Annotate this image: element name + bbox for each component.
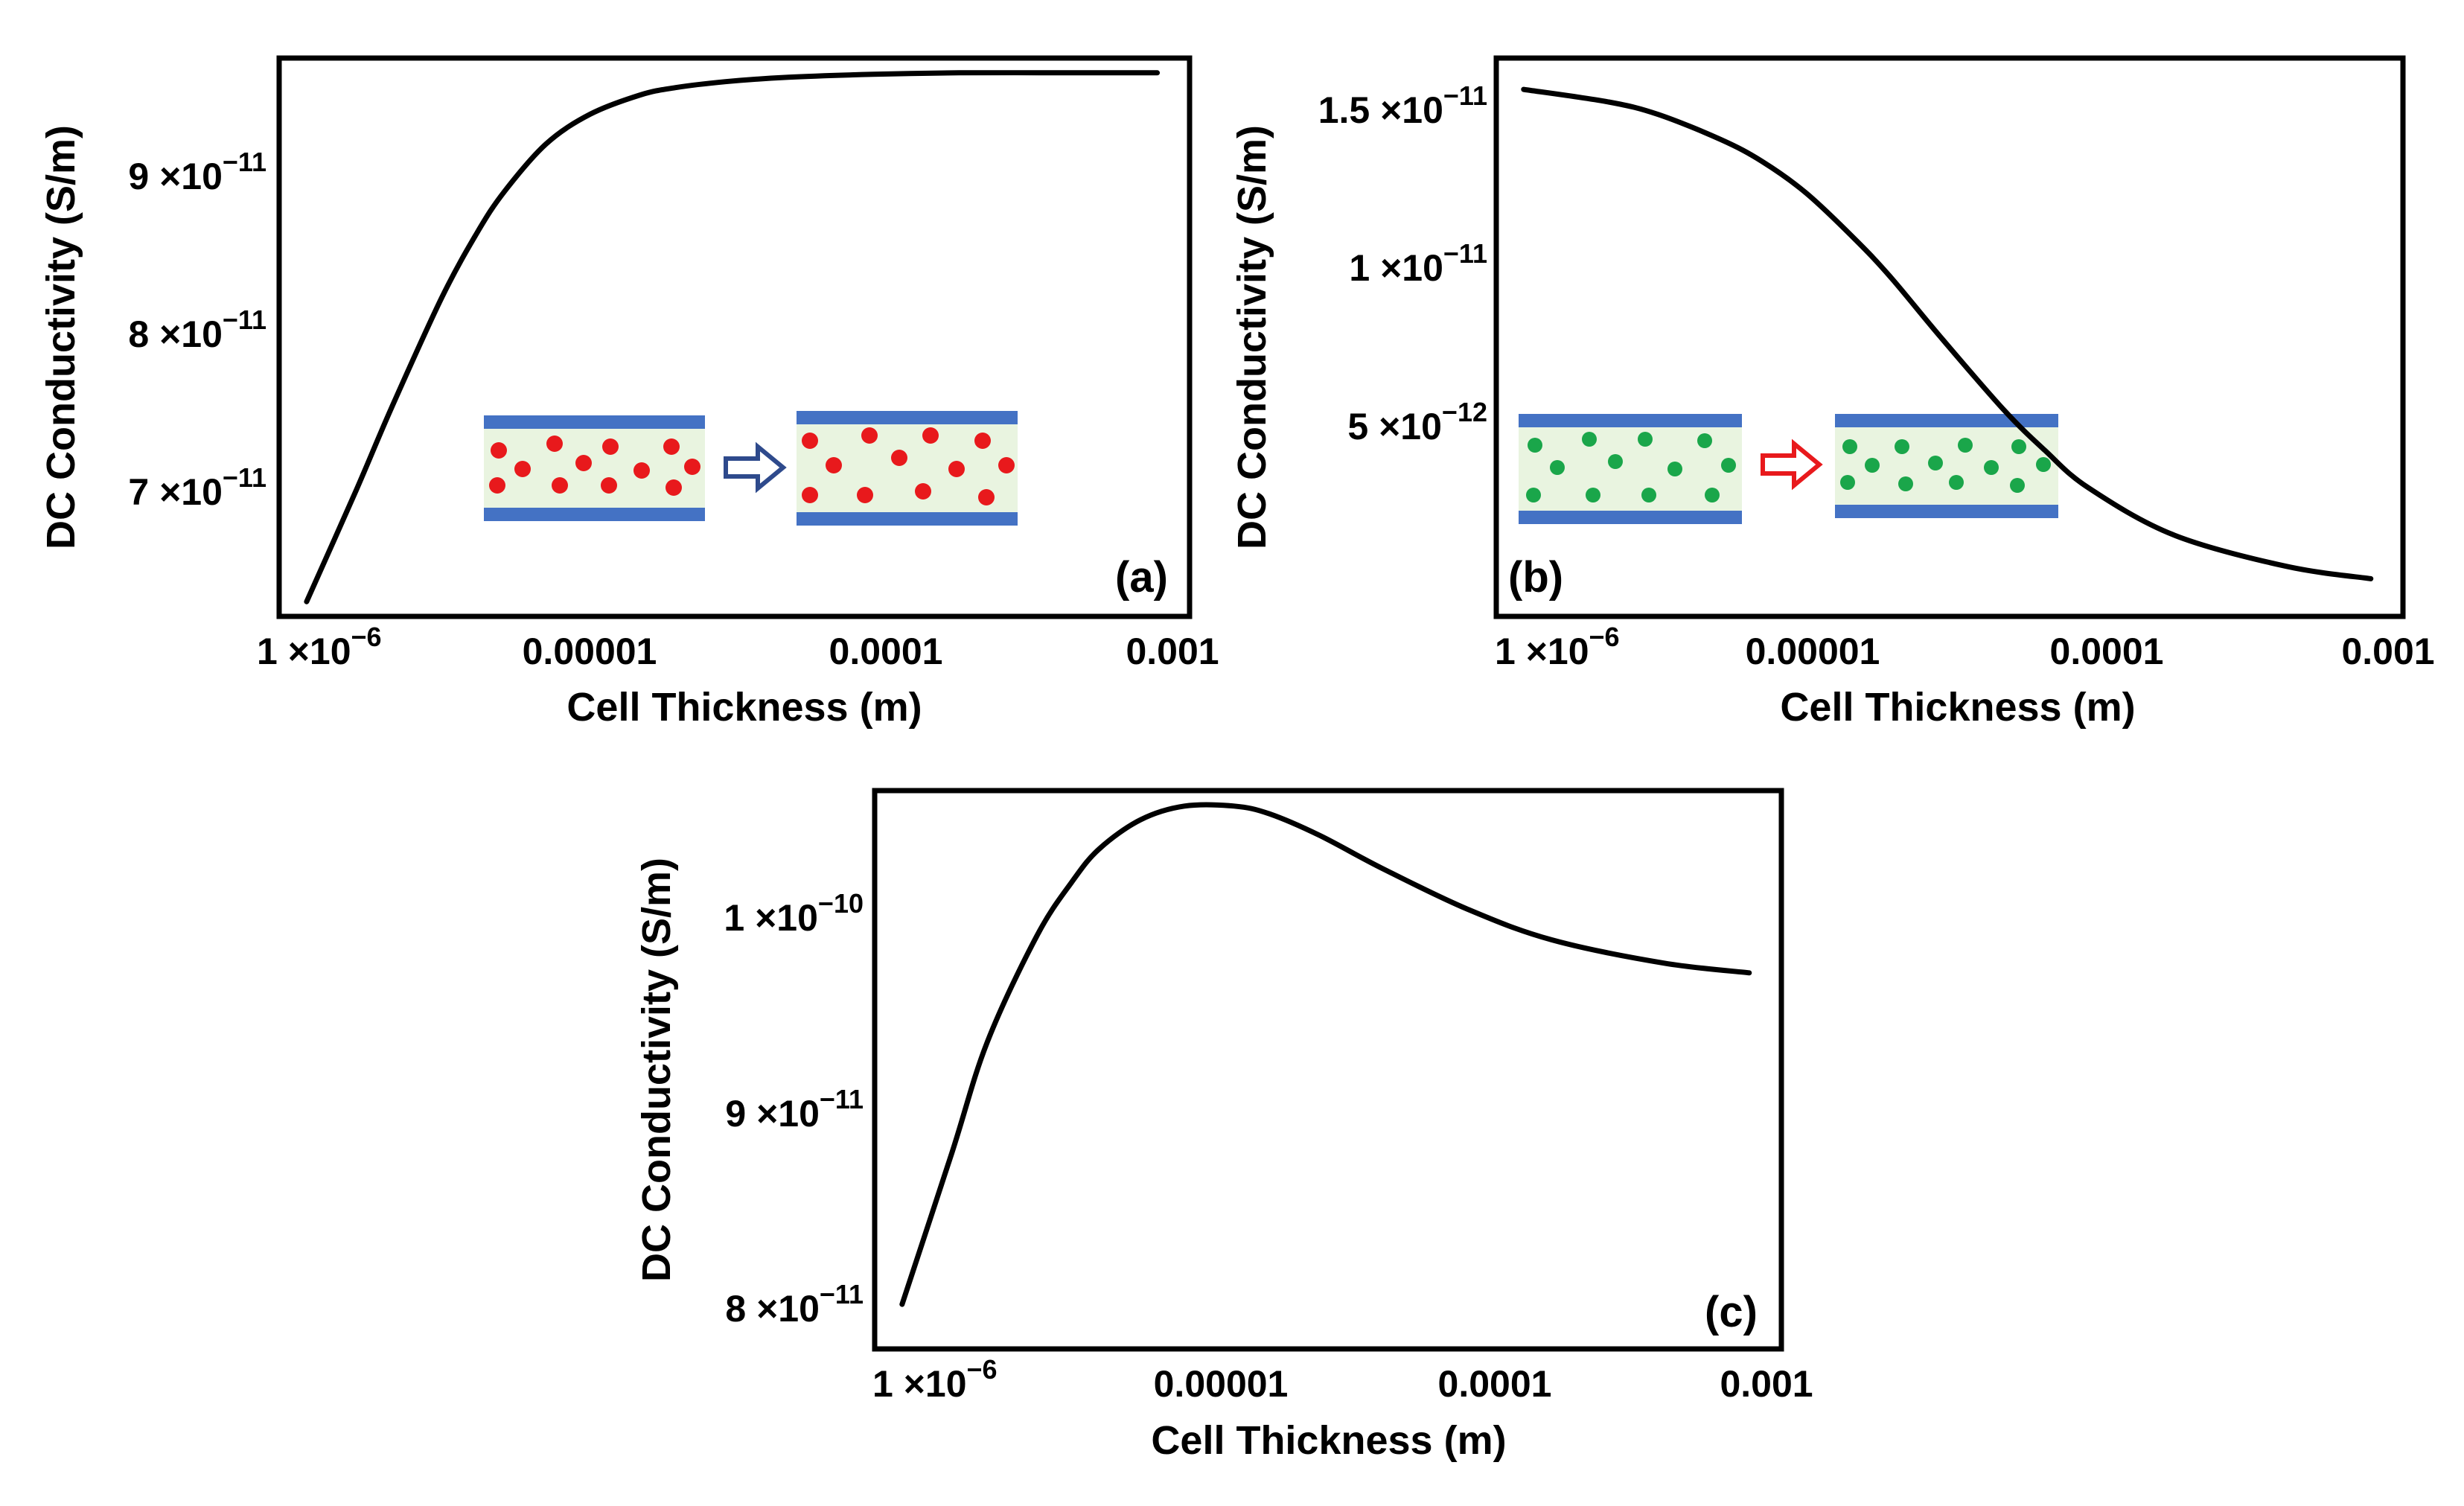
x-tick-exponent: −6 xyxy=(1589,622,1620,652)
y-tick-label-c-1e-10: 1 ×10−10 xyxy=(724,888,864,939)
y-tick-exponent: −11 xyxy=(820,1084,864,1114)
x-tick-label: 1 ×10 xyxy=(872,1363,967,1405)
y-tick-label: 8 ×10 xyxy=(128,313,223,355)
electrode-top xyxy=(797,411,1018,424)
x-axis-label-a: Cell Thickness (m) xyxy=(566,685,922,730)
svg-text:9 ×10−11: 9 ×10−11 xyxy=(128,147,266,197)
plot-frame-a xyxy=(276,55,1193,619)
electrode-bottom xyxy=(484,508,705,521)
electrode-top xyxy=(1835,414,2058,427)
y-tick-label: 7 ×10 xyxy=(128,471,223,513)
y-tick-label: 9 ×10 xyxy=(128,156,223,197)
panel-a: 7 ×10−11 8 ×10−11 9 ×10−11 1 ×10−6 0.000… xyxy=(39,55,1219,730)
y-tick-label-b-1e-11: 1 ×10−11 xyxy=(1349,238,1487,289)
data-line-a xyxy=(304,70,1161,604)
plot-frame-c xyxy=(872,788,1784,1352)
y-tick-label: 5 ×10 xyxy=(1347,406,1442,447)
particles-red-thick xyxy=(802,427,1015,505)
y-tick-exponent: −11 xyxy=(223,462,266,493)
y-tick-exponent: −12 xyxy=(1442,397,1487,427)
y-tick-exponent: −10 xyxy=(818,888,864,919)
y-axis-label-c: DC Conductivity (S/m) xyxy=(634,858,679,1282)
electrode-top xyxy=(1519,414,1742,427)
svg-text:8 ×10−11: 8 ×10−11 xyxy=(128,304,266,355)
x-tick-label: 1 ×10 xyxy=(1495,631,1589,672)
x-tick-label: 1 ×10 xyxy=(257,631,351,672)
x-tick-label-b-1e-4: 0.0001 xyxy=(2050,631,2164,672)
x-axis-label-c: Cell Thickness (m) xyxy=(1151,1418,1506,1463)
svg-text:7 ×10−11: 7 ×10−11 xyxy=(128,462,266,513)
y-tick-label-b-5e-12: 5 ×10−12 xyxy=(1347,397,1487,447)
y-tick-exponent: −11 xyxy=(223,304,266,335)
y-tick-label: 9 ×10 xyxy=(725,1093,820,1135)
particles-red-thin xyxy=(489,435,700,496)
inset-schematic-b xyxy=(1519,414,2058,524)
x-tick-label-c-1e-5: 0.00001 xyxy=(1154,1363,1289,1405)
electrode-bottom xyxy=(1835,505,2058,518)
y-tick-label: 1.5 ×10 xyxy=(1318,89,1443,131)
electrode-top xyxy=(484,415,705,429)
y-tick-label-b-1_5e-11: 1.5 ×10−11 xyxy=(1318,80,1487,131)
particles-green-thick xyxy=(1526,432,1736,502)
y-tick-exponent: −11 xyxy=(1443,238,1487,269)
y-tick-label-a-8e-11: 8 ×10−11 xyxy=(128,304,266,355)
x-tick-label-a-1e-6: 1 ×10−6 xyxy=(257,622,382,672)
panel-b: 5 ×10−12 1 ×10−11 1.5 ×10−11 1 ×10−6 0.0… xyxy=(1230,55,2435,730)
y-tick-label-a-7e-11: 7 ×10−11 xyxy=(128,462,266,513)
electrode-bottom xyxy=(1519,511,1742,524)
y-axis-label-a: DC Conductivity (S/m) xyxy=(39,125,83,549)
y-tick-exponent: −11 xyxy=(1443,80,1487,111)
y-tick-label: 8 ×10 xyxy=(725,1288,820,1330)
y-tick-label: 1 ×10 xyxy=(1349,247,1443,289)
plot-frame-b xyxy=(1493,55,2406,619)
data-line-c xyxy=(899,802,1752,1307)
y-tick-label-c-8e-11: 8 ×10−11 xyxy=(725,1279,864,1330)
y-tick-label-a-9e-11: 9 ×10−11 xyxy=(128,147,266,197)
x-tick-label-c-1e-6: 1 ×10−6 xyxy=(872,1354,998,1405)
x-tick-label-b-1e-5: 0.00001 xyxy=(1746,631,1880,672)
x-tick-label-c-1e-4: 0.0001 xyxy=(1438,1363,1552,1405)
y-tick-exponent: −11 xyxy=(223,147,266,177)
electrode-bottom xyxy=(797,512,1018,526)
panel-label-c: (c) xyxy=(1705,1288,1758,1336)
y-axis-label-b: DC Conductivity (S/m) xyxy=(1230,125,1274,549)
x-tick-label-a-1e-4: 0.0001 xyxy=(829,631,943,672)
inset-schematic-a xyxy=(484,411,1018,526)
data-line-b xyxy=(1521,86,2374,581)
y-tick-label: 1 ×10 xyxy=(724,897,818,939)
arrow-icon xyxy=(1761,438,1823,491)
x-tick-label-b-1e-3: 0.001 xyxy=(2341,631,2434,672)
y-tick-exponent: −11 xyxy=(820,1279,864,1309)
x-tick-label-a-1e-3: 0.001 xyxy=(1126,631,1219,672)
x-tick-exponent: −6 xyxy=(351,622,382,652)
arrow-icon xyxy=(724,441,787,494)
panel-label-a: (a) xyxy=(1115,553,1168,602)
x-tick-label-b-1e-6: 1 ×10−6 xyxy=(1495,622,1620,672)
x-tick-exponent: −6 xyxy=(967,1354,998,1385)
panel-c: 8 ×10−11 9 ×10−11 1 ×10−10 1 ×10−6 0.000… xyxy=(634,788,1813,1463)
x-axis-label-b: Cell Thickness (m) xyxy=(1780,685,2135,730)
panel-label-b: (b) xyxy=(1508,553,1563,602)
x-tick-label-a-1e-5: 0.00001 xyxy=(523,631,657,672)
particles-green-thin xyxy=(1840,438,2051,493)
x-tick-label-c-1e-3: 0.001 xyxy=(1720,1363,1813,1405)
y-tick-label-c-9e-11: 9 ×10−11 xyxy=(725,1084,864,1135)
